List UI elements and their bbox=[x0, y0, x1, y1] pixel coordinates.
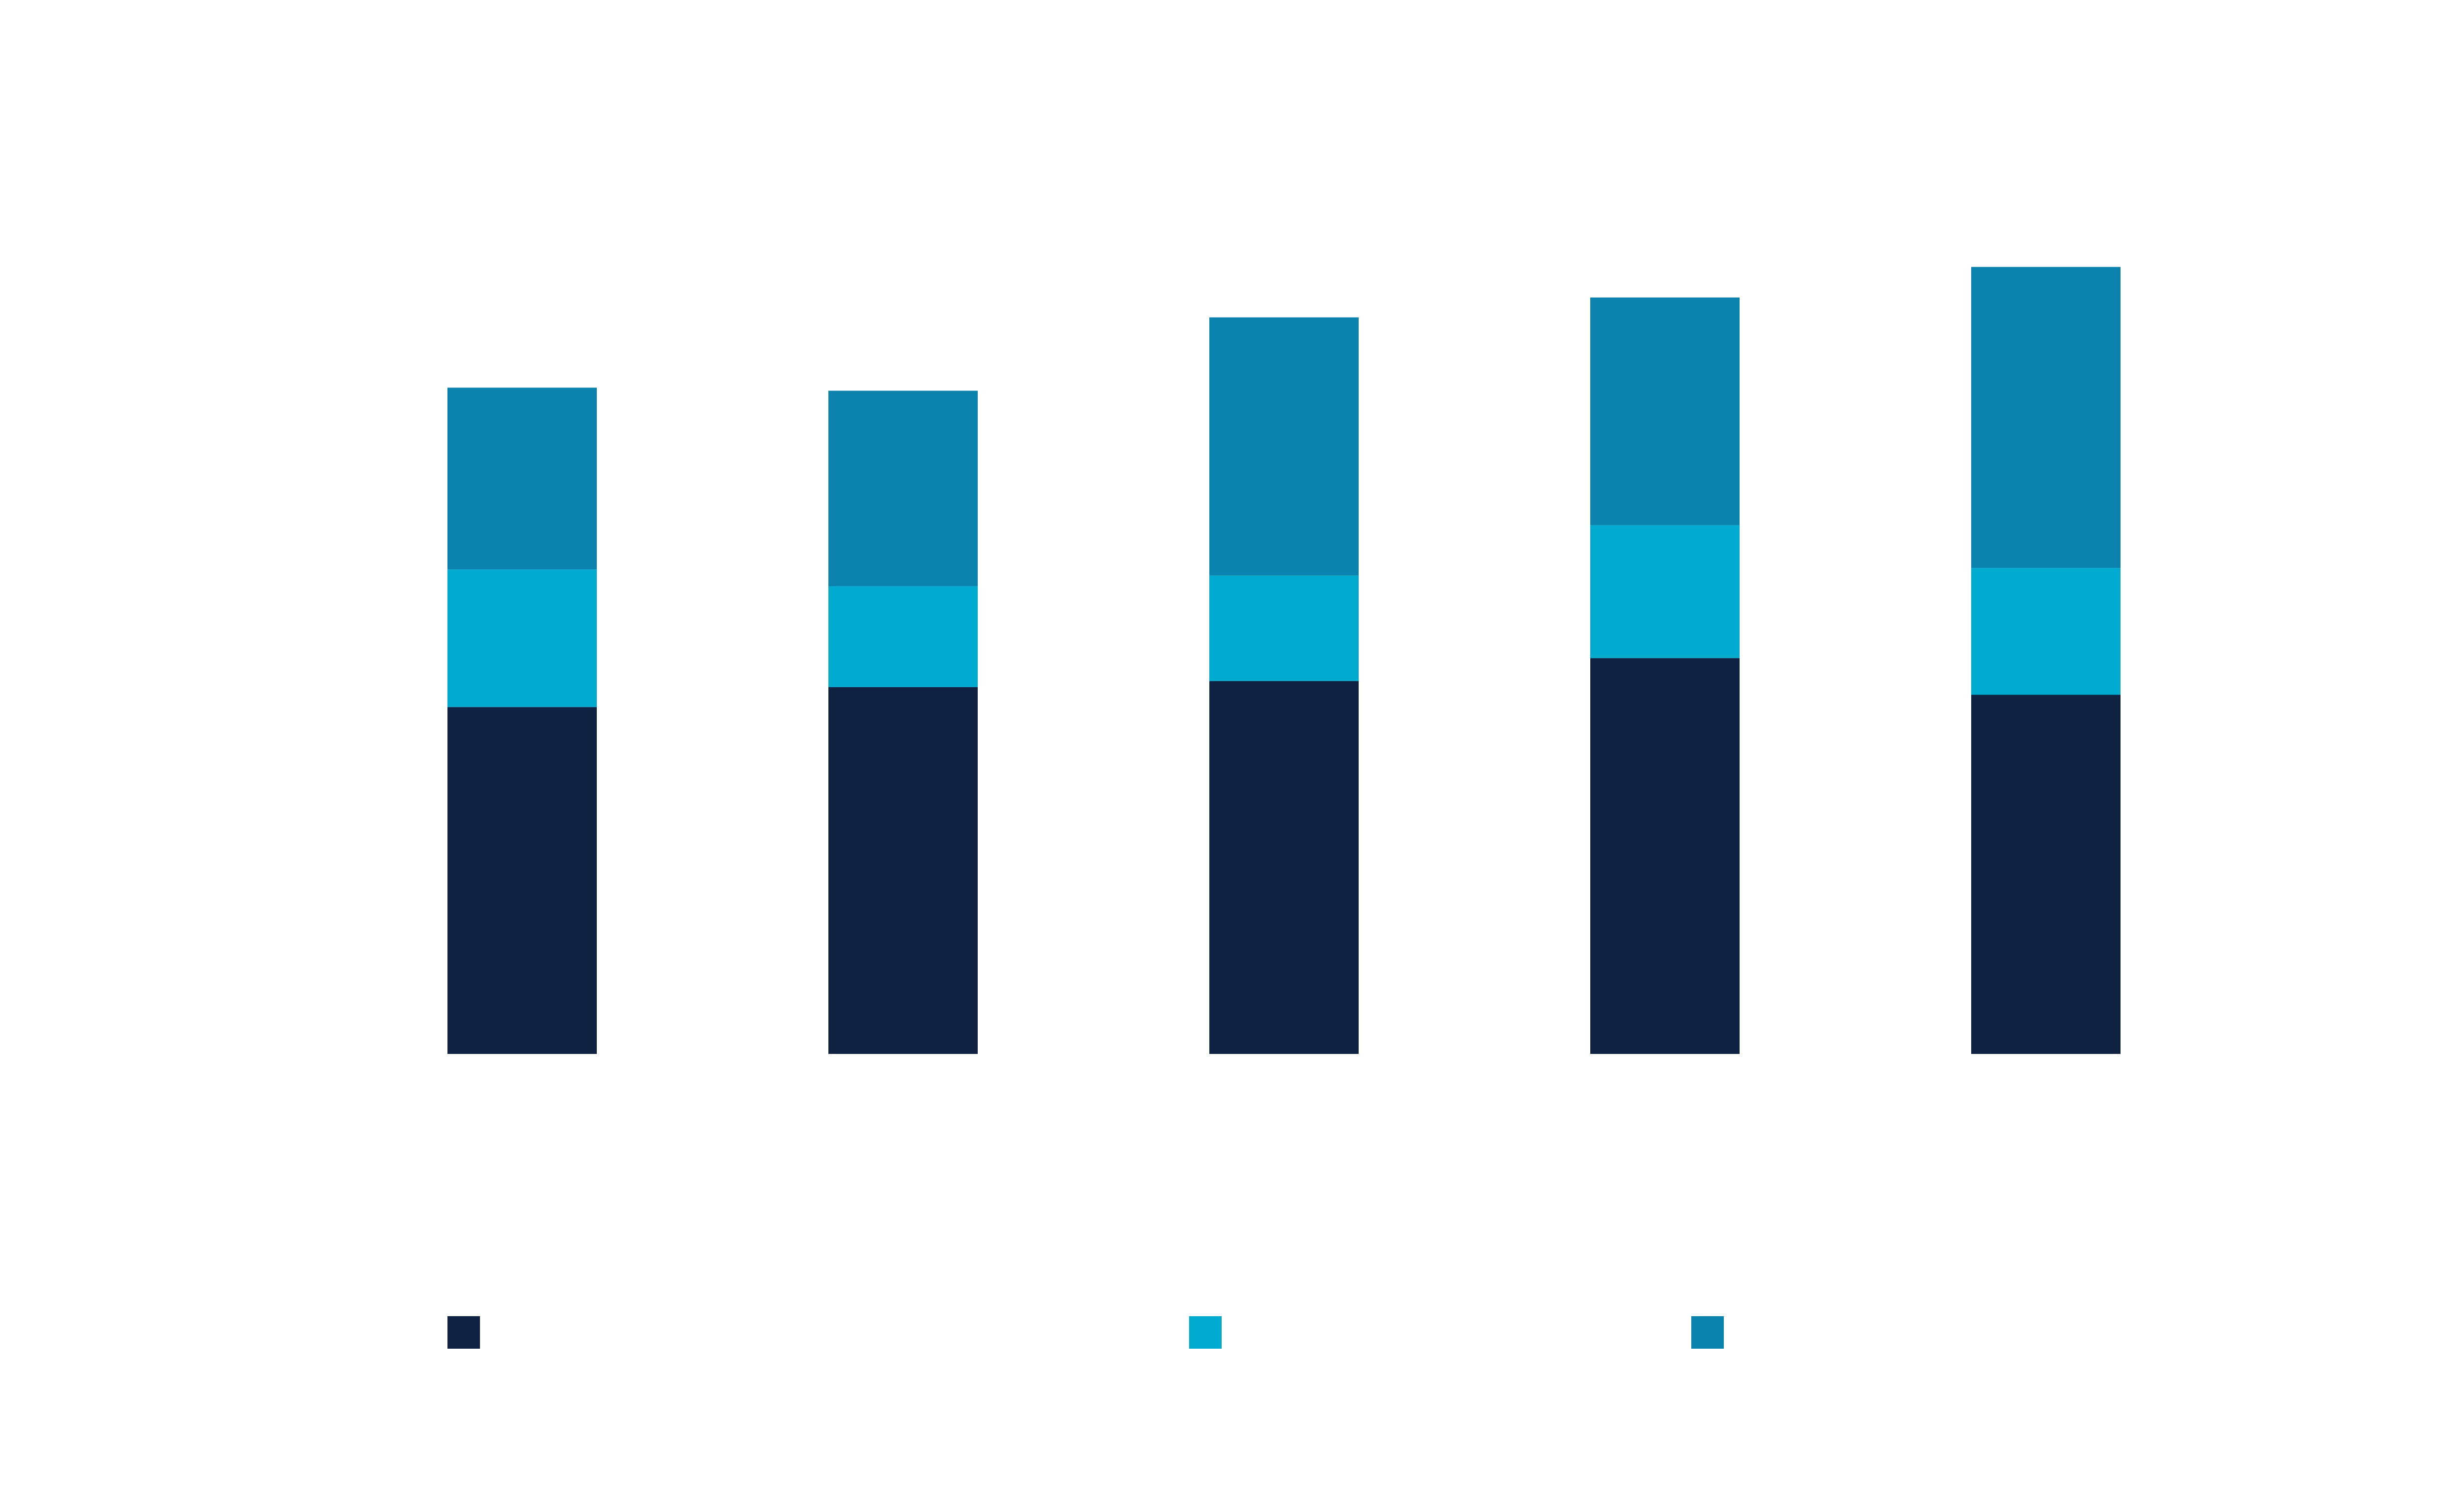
bar-segment-2-series-1 bbox=[828, 687, 978, 1054]
bar-segment-5-series-1 bbox=[1971, 695, 2121, 1054]
bar-segment-5-series-2 bbox=[1971, 568, 2121, 695]
legend-swatch-3 bbox=[1691, 1316, 1724, 1349]
bar-segment-3-series-1 bbox=[1209, 681, 1359, 1054]
bar-segment-5-series-3 bbox=[1971, 267, 2121, 568]
legend bbox=[447, 1316, 1724, 1349]
bar-segment-4-series-2 bbox=[1590, 525, 1740, 659]
bar-group bbox=[447, 267, 2121, 1054]
legend-swatch-2 bbox=[1189, 1316, 1222, 1349]
bar-segment-3-series-3 bbox=[1209, 317, 1359, 576]
bar-segment-4-series-3 bbox=[1590, 297, 1740, 525]
bar-segment-2-series-3 bbox=[828, 390, 978, 587]
bar-segment-2-series-2 bbox=[828, 586, 978, 687]
legend-swatch-1 bbox=[447, 1316, 480, 1349]
bar-segment-4-series-1 bbox=[1590, 658, 1740, 1054]
bar-segment-1-series-2 bbox=[447, 569, 597, 707]
bar-segment-3-series-2 bbox=[1209, 575, 1359, 681]
bar-segment-1-series-1 bbox=[447, 707, 597, 1054]
bar-segment-1-series-3 bbox=[447, 387, 597, 570]
